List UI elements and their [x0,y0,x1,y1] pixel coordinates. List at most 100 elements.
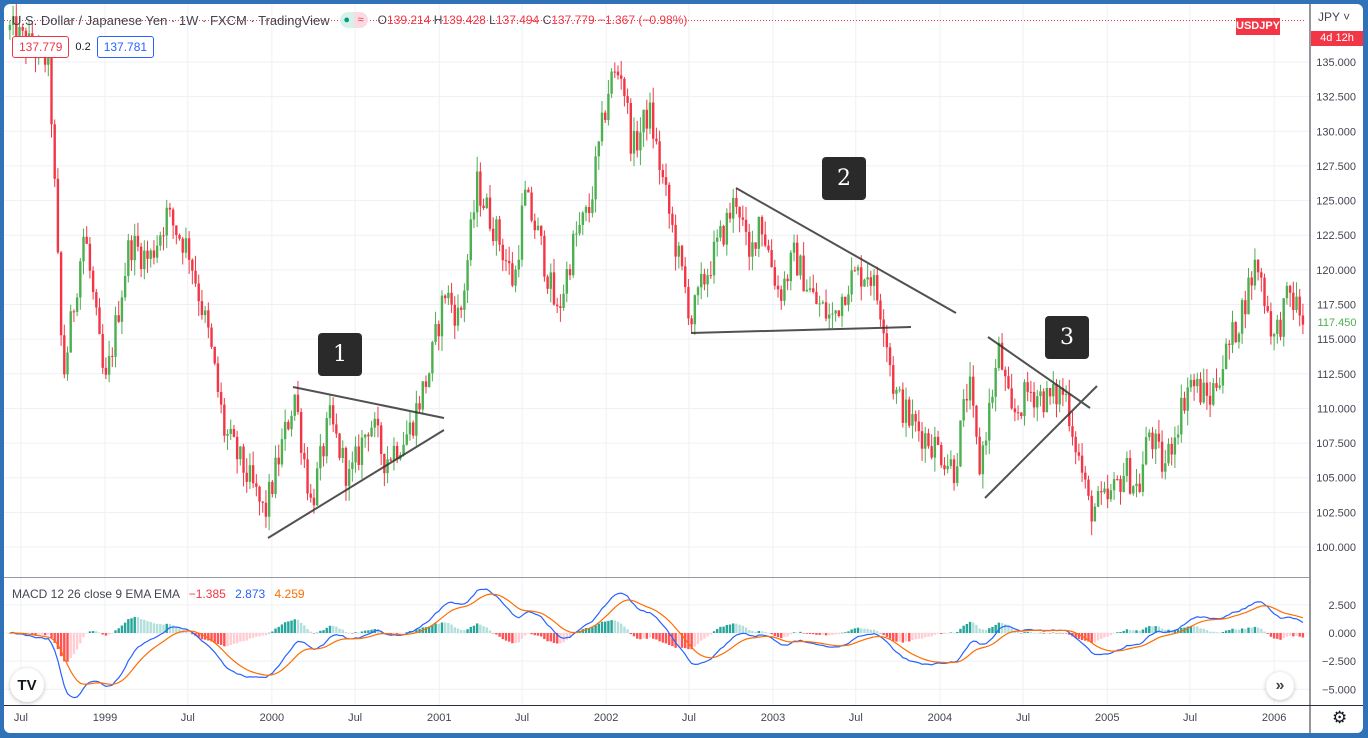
macd-tick-label: 2.500 [1328,600,1356,612]
candle [780,285,783,310]
candle [331,397,335,433]
candle [530,186,533,223]
candle [1052,371,1055,404]
candle [463,283,466,323]
candle [1295,282,1298,313]
candle [1093,503,1097,522]
macd-legend[interactable]: MACD 12 26 close 9 EMA EMA −1.385 2.873 … [12,587,305,601]
macd-histogram-bar [1032,632,1036,634]
macd-histogram-bar [136,617,140,633]
macd-histogram-bar [1042,633,1045,634]
buy-price-button[interactable]: 137.781 [96,36,155,58]
macd-histogram-bar [184,631,188,633]
candle [831,302,834,329]
macd-histogram-bar [498,633,501,637]
candle [427,372,431,388]
currency-selector[interactable]: JPY ˅ [1318,10,1351,24]
macd-pane [8,588,1305,699]
price-tick-label: 125.000 [1316,196,1356,208]
macd-histogram-bar [815,633,818,635]
candle [1116,475,1119,481]
macd-histogram-bar [1186,626,1189,633]
macd-histogram-bar [693,633,697,647]
macd-histogram-bar [1253,626,1257,633]
candle [85,226,88,245]
macd-histogram-bar [159,624,162,633]
candle [479,162,482,217]
macd-histogram-bar [808,633,812,634]
macd-histogram-bar [530,633,533,635]
macd-histogram-bar [43,633,47,636]
annotation-label-1[interactable]: 1 [318,333,362,376]
macd-histogram-bar [757,630,761,633]
candle [716,229,719,257]
triangle-3-upper-trendline[interactable] [987,336,1091,409]
candle [101,324,104,374]
macd-histogram-bar [319,630,322,633]
candle [1282,298,1285,347]
symbol-title[interactable]: U.S. Dollar / Japanese Yen · 1W · FXCM ·… [12,12,330,28]
macd-histogram-bar [117,628,120,633]
candle [658,130,661,185]
macd-histogram-bar [120,625,124,633]
candle [1192,373,1196,401]
scroll-to-realtime-button[interactable]: » [1266,672,1294,700]
triangle-1-lower-trendline[interactable] [267,429,445,539]
candle [946,454,949,474]
drawings[interactable] [267,187,1098,539]
status-pill[interactable]: ● ≈ [339,12,368,28]
macd-histogram-bar [706,633,709,637]
triangle-3-lower-trendline[interactable] [984,385,1098,499]
candle [927,428,930,449]
candle [1084,465,1087,489]
macd-histogram-bar [559,633,562,644]
macd-histogram-bar [620,623,623,633]
candle [98,298,101,335]
candle [69,304,72,353]
macd-histogram-bar [459,629,463,633]
candle [450,282,453,313]
candle [1228,339,1231,360]
candle [1189,374,1193,393]
triangle-2-upper-trendline[interactable] [735,187,957,314]
candle [600,101,604,146]
macd-histogram-bar [344,632,348,633]
macd-histogram-bar [149,621,152,633]
triangle-1-upper-trendline[interactable] [292,386,445,419]
macd-histogram-bar [271,631,274,633]
candle [744,206,748,246]
macd-histogram-bar [1157,626,1161,633]
macd-histogram-bar [1221,631,1225,633]
macd-histogram-bar [322,630,325,633]
candle [210,323,213,349]
candle [1074,431,1077,465]
candle [668,182,671,229]
candle [1103,481,1106,495]
triangle-2-lower-trendline[interactable] [690,326,912,334]
macd-histogram-bar [760,631,764,633]
time-tick-label: Jul [849,712,863,724]
annotation-label-3[interactable]: 3 [1045,316,1089,359]
macd-histogram-bar [523,633,527,636]
annotation-label-2[interactable]: 2 [822,157,866,200]
macd-histogram-bar [165,623,168,633]
macd-histogram-bar [661,633,665,643]
candle [885,324,889,363]
macd-histogram-bar [1208,631,1212,633]
axes: 100.000 102.500 105.000 107.500 110.000 112.5… [14,57,1356,724]
macd-histogram-bar [773,633,777,636]
sell-price-button[interactable]: 137.779 [12,36,70,58]
candle [908,396,911,428]
candle [1205,368,1209,410]
macd-histogram-bar [956,631,959,633]
macd-histogram-bar [703,633,706,639]
candle [514,265,517,293]
macd-histogram-bar [796,632,799,634]
candle [296,380,300,415]
candle [8,20,12,40]
candle [56,168,60,255]
chart-canvas[interactable]: 100.000 102.500 105.000 107.500 110.000 112.5… [4,4,1363,733]
settings-gear-icon[interactable]: ⚙ [1332,708,1348,727]
macd-histogram-bar [40,633,44,635]
tradingview-logo[interactable]: TV [10,668,44,702]
